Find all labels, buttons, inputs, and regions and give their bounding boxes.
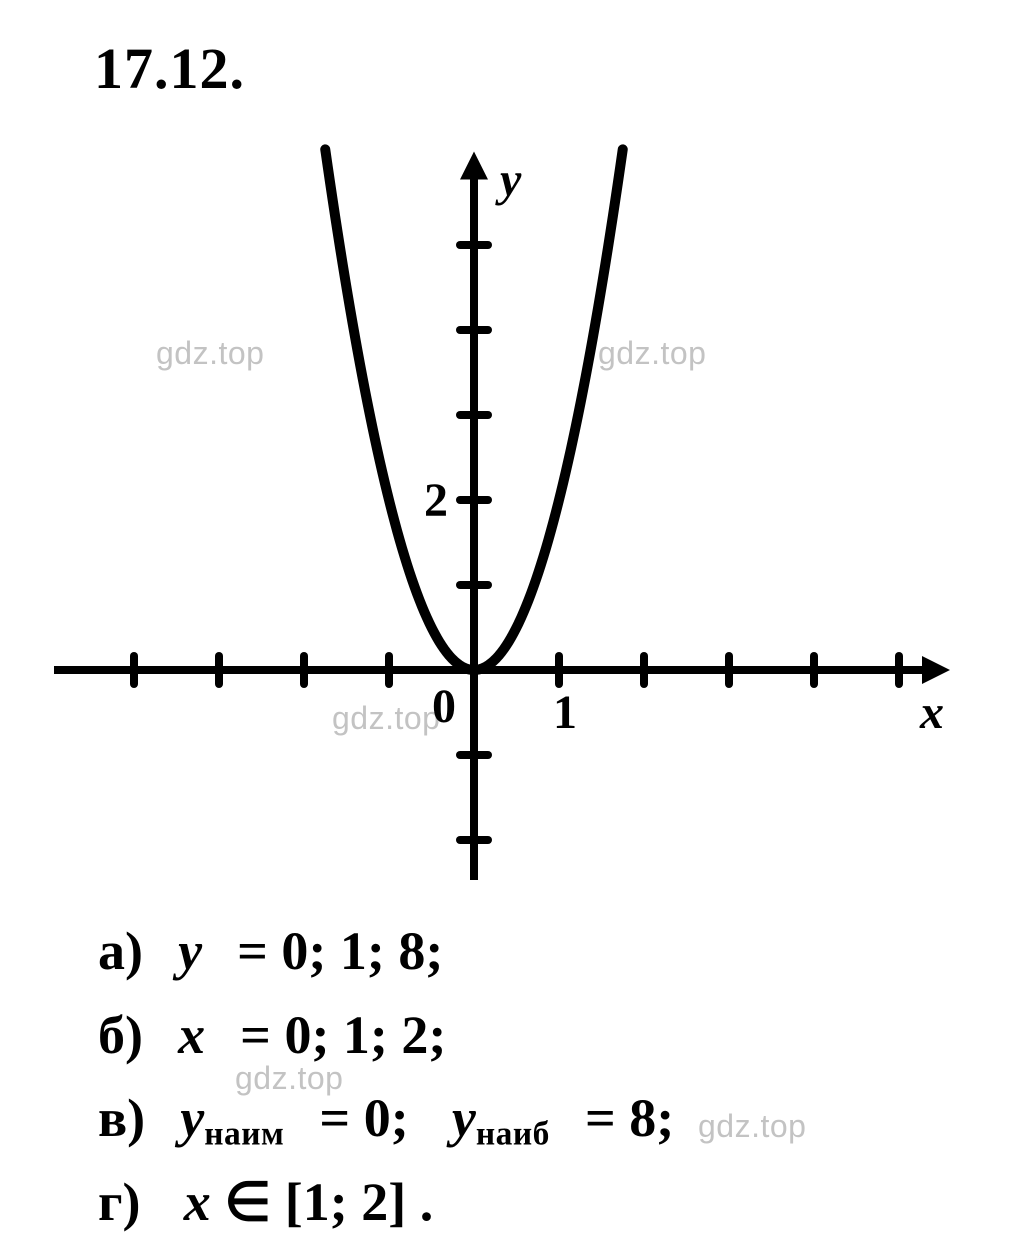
answer-d-interval: ∈ [1; 2] . (224, 1172, 433, 1232)
answer-a-values: = 0; 1; 8; (237, 921, 443, 981)
answer-b: б) x = 0; 1; 2; (98, 994, 674, 1078)
answer-a-letter: а) (98, 921, 143, 981)
answer-b-var: x (178, 1005, 205, 1065)
answer-c-val2: = 8; (585, 1088, 674, 1148)
answer-d: г) x ∈ [1; 2] . (98, 1161, 674, 1245)
answer-d-letter: г) (98, 1172, 141, 1232)
svg-text:y: y (495, 154, 522, 207)
svg-text:x: x (919, 686, 944, 739)
watermark: gdz.top (698, 1108, 806, 1145)
answer-a: а) y = 0; 1; 8; (98, 910, 674, 994)
parabola-chart: 1 2 0 x y (54, 140, 974, 880)
svg-text:0: 0 (432, 680, 456, 733)
answer-c-var2: y (452, 1088, 476, 1148)
answer-c-sub1: наим (204, 1116, 284, 1153)
answer-c-letter: в) (98, 1088, 145, 1148)
answer-c-val1: = 0; (319, 1088, 408, 1148)
answer-c-sub2: наиб (476, 1116, 550, 1153)
problem-number: 17.12. (94, 35, 245, 102)
answer-b-values: = 0; 1; 2; (240, 1005, 446, 1065)
svg-text:2: 2 (424, 474, 448, 527)
answers-block: а) y = 0; 1; 8; б) x = 0; 1; 2; в) yнаим… (98, 910, 674, 1245)
answer-c: в) yнаим = 0; yнаиб = 8; (98, 1077, 674, 1161)
answer-c-var1: y (180, 1088, 204, 1148)
answer-d-var: x (184, 1172, 211, 1232)
svg-text:1: 1 (553, 686, 577, 739)
answer-b-letter: б) (98, 1005, 143, 1065)
answer-a-var: y (178, 921, 202, 981)
